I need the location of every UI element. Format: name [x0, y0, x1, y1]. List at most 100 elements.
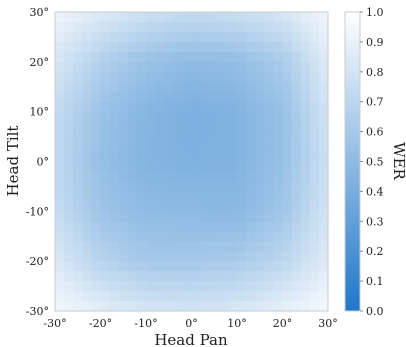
heatmap-cell: [227, 221, 238, 232]
heatmap-cell: [200, 151, 211, 163]
heatmap-cell: [309, 151, 320, 163]
heatmap-cell: [273, 101, 284, 113]
heatmap-cell: [55, 201, 65, 212]
heatmap-cell: [64, 41, 74, 53]
heatmap-cell: [273, 301, 284, 312]
heatmap-cell: [264, 171, 274, 183]
heatmap-cell: [237, 151, 247, 163]
heatmap-cell: [200, 141, 211, 153]
heatmap-cell: [318, 281, 329, 292]
heatmap-cell: [173, 261, 183, 272]
heatmap-cell: [309, 171, 320, 183]
heatmap-cell: [246, 211, 256, 222]
heatmap-cell: [237, 121, 247, 133]
heatmap-cell: [173, 111, 183, 123]
heatmap-cell: [182, 101, 193, 113]
heatmap-cell: [273, 81, 284, 93]
heatmap-cell: [246, 241, 256, 252]
heatmap-cell: [291, 12, 302, 23]
heatmap-cell: [255, 41, 265, 53]
heatmap-cell: [55, 191, 65, 202]
heatmap-cell: [182, 41, 193, 53]
heatmap-cell: [146, 191, 156, 202]
heatmap-cell: [55, 61, 65, 73]
heatmap-cell: [64, 71, 74, 83]
y-tick-label: 20°: [30, 56, 50, 69]
heatmap-cell: [264, 231, 274, 242]
heatmap-cell: [218, 241, 229, 252]
heatmap-cell: [200, 81, 211, 93]
heatmap-cell: [227, 261, 238, 272]
heatmap-cell: [109, 231, 120, 242]
heatmap-cell: [237, 211, 247, 222]
heatmap-cell: [227, 121, 238, 133]
heatmap-cell: [136, 12, 147, 23]
heatmap-cell: [136, 31, 147, 43]
heatmap-cell: [155, 301, 165, 312]
heatmap-cell: [264, 121, 274, 133]
heatmap-cell: [118, 171, 129, 183]
heatmap-cell: [64, 31, 74, 43]
heatmap-cell: [73, 151, 83, 163]
heatmap-cell: [164, 221, 174, 232]
heatmap-cell: [64, 171, 74, 183]
heatmap-cell: [300, 151, 311, 163]
heatmap-cell: [118, 241, 129, 252]
heatmap-cell: [91, 151, 102, 163]
heatmap-cell: [309, 101, 320, 113]
heatmap-cell: [300, 271, 311, 282]
heatmap-cell: [255, 12, 265, 23]
heatmap-cell: [255, 191, 265, 202]
heatmap-cell: [109, 191, 120, 202]
heatmap-cell: [209, 71, 220, 83]
heatmap-cell: [91, 41, 102, 53]
heatmap-cell: [173, 291, 183, 302]
heatmap-cell: [318, 81, 329, 93]
heatmap-cell: [300, 251, 311, 262]
heatmap-cell: [291, 71, 302, 83]
heatmap-cell: [255, 221, 265, 232]
heatmap-cell: [264, 211, 274, 222]
heatmap-cell: [146, 121, 156, 133]
heatmap-cell: [109, 131, 120, 143]
heatmap-cell: [109, 101, 120, 113]
heatmap-cell: [64, 221, 74, 232]
heatmap-cell: [155, 21, 165, 33]
heatmap-cell: [218, 51, 229, 63]
heatmap-cell: [136, 41, 147, 53]
heatmap-cell: [127, 31, 138, 43]
heatmap-cell: [237, 201, 247, 212]
heatmap-cell: [82, 241, 92, 252]
heatmap-cell: [136, 181, 147, 192]
heatmap-cell: [109, 291, 120, 302]
heatmap-cell: [191, 171, 202, 183]
heatmap-cell: [309, 111, 320, 123]
heatmap-cell: [264, 291, 274, 302]
heatmap-cell: [318, 161, 329, 173]
heatmap-cell: [118, 131, 129, 143]
heatmap-cell: [182, 12, 193, 23]
heatmap-cell: [282, 161, 293, 173]
heatmap-cell: [55, 301, 65, 312]
heatmap-cell: [91, 211, 102, 222]
heatmap-cell: [282, 71, 293, 83]
heatmap-cell: [118, 211, 129, 222]
heatmap-cell: [218, 91, 229, 103]
heatmap-cell: [136, 241, 147, 252]
heatmap-cell: [291, 181, 302, 192]
heatmap-cell: [100, 81, 111, 93]
heatmap-cell: [218, 271, 229, 282]
heatmap-cell: [91, 71, 102, 83]
heatmap-cell: [73, 171, 83, 183]
heatmap-cell: [309, 241, 320, 252]
heatmap-cell: [273, 131, 284, 143]
heatmap-cell: [173, 121, 183, 133]
heatmap-cell: [82, 201, 92, 212]
heatmap-cell: [91, 191, 102, 202]
heatmap-cell: [55, 51, 65, 63]
heatmap-cell: [300, 211, 311, 222]
heatmap-cell: [200, 291, 211, 302]
heatmap-cell: [200, 31, 211, 43]
heatmap-cell: [273, 161, 284, 173]
heatmap-cell: [127, 201, 138, 212]
